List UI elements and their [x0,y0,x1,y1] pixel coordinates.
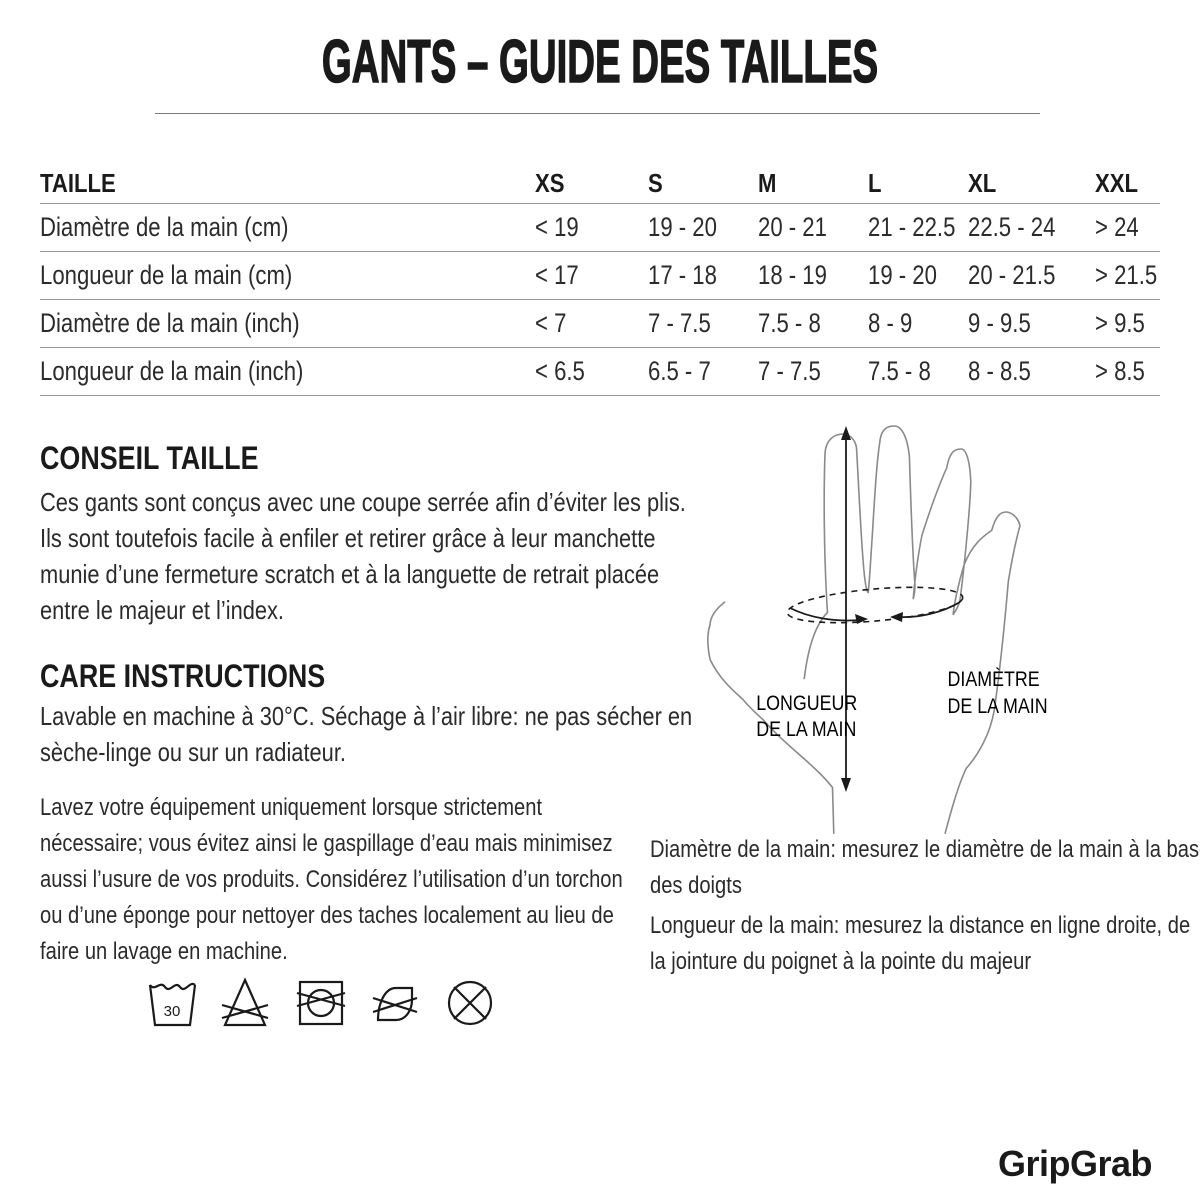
svg-text:DIAMÈTRE: DIAMÈTRE [948,667,1040,692]
svg-text:DE LA MAIN: DE LA MAIN [756,718,856,742]
svg-text:GripGrab: GripGrab [998,1143,1152,1184]
svg-text:30: 30 [164,1003,181,1020]
svg-text:LONGUEUR: LONGUEUR [756,692,857,716]
svg-text:DE LA MAIN: DE LA MAIN [948,695,1048,719]
